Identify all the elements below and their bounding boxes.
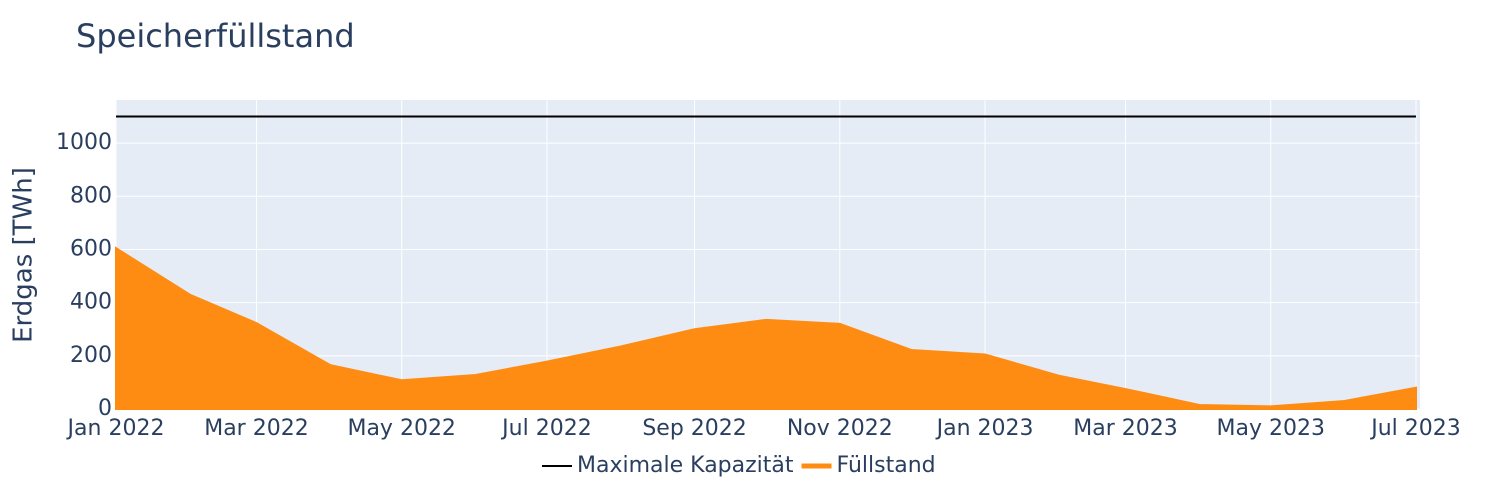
y-tick-label: 200 — [70, 343, 112, 368]
x-tick-label: Mar 2022 — [204, 416, 309, 441]
area — [115, 246, 1417, 410]
y-tick-label: 0 — [98, 396, 112, 421]
chart-title: Speicherfüllstand — [76, 17, 355, 55]
x-tick-label: Jul 2023 — [1369, 416, 1461, 441]
x-tick-label: Mar 2023 — [1073, 416, 1178, 441]
y-tick-label: 1000 — [56, 130, 112, 155]
x-tick-label: Jul 2022 — [500, 416, 592, 441]
y-tick-label: 800 — [70, 183, 112, 208]
x-tick-label: May 2022 — [347, 416, 455, 441]
x-tick-label: Jan 2022 — [66, 416, 165, 441]
x-tick-label: Nov 2022 — [787, 416, 893, 441]
y-axis-label: Erdgas [TWh] — [9, 167, 39, 343]
y-tick-label: 400 — [70, 290, 112, 315]
y-tick-label: 600 — [70, 236, 112, 261]
x-tick-label: Sep 2022 — [642, 416, 746, 441]
x-tick-label: Jan 2023 — [935, 416, 1034, 441]
x-tick-label: May 2023 — [1217, 416, 1325, 441]
legend-label: Maximale Kapazität — [577, 453, 794, 478]
legend-label: Füllstand — [837, 453, 936, 478]
